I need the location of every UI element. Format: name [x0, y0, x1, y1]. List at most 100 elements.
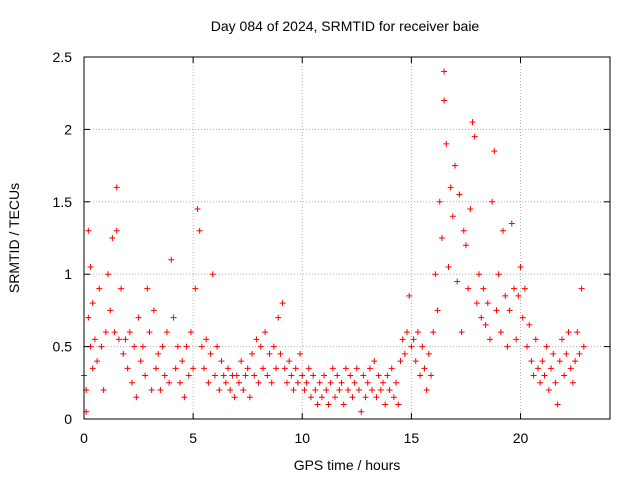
data-point [497, 329, 504, 336]
data-point [561, 372, 568, 379]
data-point [122, 336, 129, 343]
data-point [502, 292, 509, 299]
data-point [517, 263, 524, 270]
data-point [196, 227, 203, 234]
data-point [532, 336, 539, 343]
data-point [157, 387, 164, 394]
data-point [142, 372, 149, 379]
data-point [321, 372, 328, 379]
data-point [251, 372, 258, 379]
grid-lines [84, 57, 610, 419]
data-point [375, 372, 382, 379]
data-point [576, 350, 583, 357]
data-point [126, 329, 133, 336]
data-point [246, 394, 253, 401]
y-tick-label: 0 [64, 411, 72, 427]
data-point [177, 379, 184, 386]
data-point [478, 314, 485, 321]
data-point [214, 343, 221, 350]
data-point [572, 358, 579, 365]
data-point [137, 358, 144, 365]
data-point [521, 285, 528, 292]
data-point [417, 372, 424, 379]
data-point [456, 191, 463, 198]
data-point [467, 206, 474, 213]
data-point [153, 365, 160, 372]
data-point [408, 343, 415, 350]
data-point [578, 285, 585, 292]
data-point [366, 365, 373, 372]
data-point [209, 271, 216, 278]
data-point [567, 365, 574, 372]
data-point [526, 321, 533, 328]
data-point [543, 343, 550, 350]
data-point [432, 271, 439, 278]
data-point [362, 394, 369, 401]
data-point [390, 394, 397, 401]
data-point [493, 307, 500, 314]
data-point [220, 372, 227, 379]
data-point [297, 350, 304, 357]
data-point [449, 213, 456, 220]
data-point [290, 387, 297, 394]
data-point [235, 379, 242, 386]
data-point [185, 372, 192, 379]
data-point [360, 372, 367, 379]
data-point [266, 350, 273, 357]
data-point [356, 387, 363, 394]
data-point [428, 372, 435, 379]
data-point [452, 162, 459, 169]
data-point [454, 278, 461, 285]
data-point [419, 343, 426, 350]
data-point [423, 387, 430, 394]
data-point [364, 379, 371, 386]
data-point [100, 387, 107, 394]
data-point [436, 198, 443, 205]
plot-frame [83, 56, 611, 420]
data-point [569, 379, 576, 386]
data-point [460, 227, 467, 234]
data-point [198, 343, 205, 350]
data-point [401, 350, 408, 357]
data-point [155, 350, 162, 357]
data-point [358, 408, 365, 415]
data-point [513, 336, 520, 343]
data-point [168, 256, 175, 263]
data-point [120, 350, 127, 357]
data-point [369, 387, 376, 394]
data-point [510, 285, 517, 292]
data-point [528, 358, 535, 365]
data-point [253, 336, 260, 343]
data-point [105, 271, 112, 278]
data-point [373, 394, 380, 401]
data-point [393, 379, 400, 386]
data-point [216, 387, 223, 394]
data-point [124, 365, 131, 372]
data-point [580, 343, 587, 350]
data-point [87, 263, 94, 270]
data-point [262, 329, 269, 336]
data-point [473, 300, 480, 307]
data-point [307, 394, 314, 401]
data-point [91, 336, 98, 343]
data-point [574, 329, 581, 336]
data-point [135, 314, 142, 321]
data-point [410, 336, 417, 343]
axis-ticks: 0 5 10 15 20 0 0.5 1 1.5 2 2.5 [53, 49, 610, 446]
data-point [345, 387, 352, 394]
data-point [301, 387, 308, 394]
data-point [283, 379, 290, 386]
data-point [425, 350, 432, 357]
data-point [107, 307, 114, 314]
data-points [81, 68, 587, 415]
data-point [170, 314, 177, 321]
data-point [508, 220, 515, 227]
data-point [563, 350, 570, 357]
data-point [443, 140, 450, 147]
data-point [281, 365, 288, 372]
data-point [129, 379, 136, 386]
y-tick-label: 0.5 [53, 339, 73, 355]
data-point [205, 379, 212, 386]
data-point [554, 401, 561, 408]
data-point [187, 329, 194, 336]
